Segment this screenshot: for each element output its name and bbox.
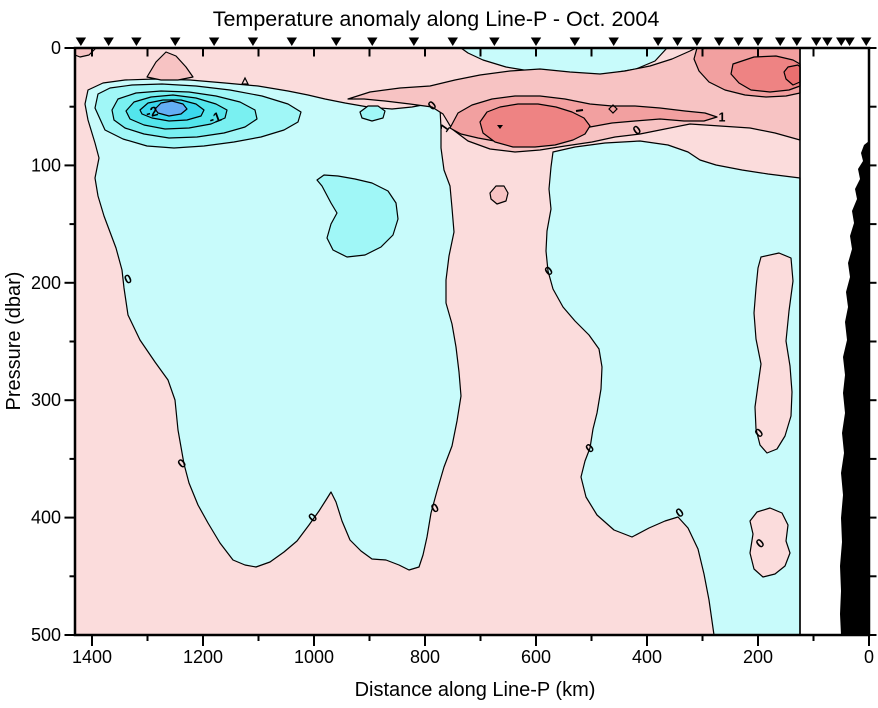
station-triangle xyxy=(608,37,619,46)
warm-blob-small xyxy=(489,185,509,205)
station-triangle xyxy=(489,37,500,46)
x-axis-title: Distance along Line-P (km) xyxy=(355,679,596,701)
station-triangle xyxy=(170,37,181,46)
y-tick-label: 300 xyxy=(31,390,61,410)
tiny-contour-mark xyxy=(575,109,584,112)
x-tick-label: 0 xyxy=(864,647,874,667)
x-tick-label: 1200 xyxy=(183,647,223,667)
y-axis-title: Pressure (dbar) xyxy=(3,272,25,411)
station-triangle xyxy=(822,37,833,46)
station-triangle xyxy=(652,37,664,46)
y-tick-label: 500 xyxy=(31,625,61,645)
warm-blob-island-deep xyxy=(749,507,791,578)
y-tick-label: 200 xyxy=(31,273,61,293)
nearshore-warm-max xyxy=(783,64,801,86)
station-triangle xyxy=(331,37,342,46)
eddy-core-minus25 xyxy=(154,100,188,117)
station-triangle xyxy=(208,37,220,46)
station-triangle xyxy=(844,37,855,46)
x-tick-label: 1400 xyxy=(72,647,112,667)
warm-core xyxy=(479,103,591,148)
station-triangle xyxy=(367,37,378,46)
station-triangle xyxy=(791,37,803,46)
station-triangle xyxy=(530,37,542,46)
x-tick-label: 400 xyxy=(632,647,662,667)
y-tick-label: 100 xyxy=(31,155,61,175)
station-triangle xyxy=(408,37,420,46)
station-triangle xyxy=(447,37,458,46)
x-tick-label: 800 xyxy=(410,647,440,667)
axes-ticks-and-labels: 0 200 400 600 800 1000 1200 1400 0 100 200 300 400 50… xyxy=(31,37,877,667)
cold-blob-small-surface xyxy=(359,105,386,122)
station-triangle xyxy=(247,37,259,46)
x-tick-label: 200 xyxy=(743,647,773,667)
y-tick-label: 400 xyxy=(31,508,61,528)
station-triangle xyxy=(286,37,297,46)
station-triangle xyxy=(131,37,142,46)
warm-finger-island xyxy=(753,252,794,454)
tiny-contour-mark xyxy=(497,125,503,129)
station-triangle xyxy=(811,37,822,46)
cold-region-right xyxy=(545,140,801,636)
x-tick-label: 600 xyxy=(521,647,551,667)
station-triangle xyxy=(75,37,87,46)
station-triangle xyxy=(672,37,683,46)
station-triangle xyxy=(775,37,786,46)
station-triangle xyxy=(733,37,744,46)
station-triangle xyxy=(569,37,581,46)
contour-label: -1 xyxy=(207,109,224,127)
contour-label: -2 xyxy=(144,103,159,121)
nearshore-warm-core xyxy=(730,55,801,93)
station-triangle xyxy=(103,37,114,46)
station-triangle xyxy=(861,37,872,46)
y-tick-label: 0 xyxy=(51,38,61,58)
x-tick-label: 1000 xyxy=(294,647,334,667)
surface-warm-blob xyxy=(146,51,194,81)
station-triangle xyxy=(836,37,847,46)
station-triangle xyxy=(752,37,764,46)
plot-title: Temperature anomaly along Line-P - Oct. … xyxy=(213,7,660,31)
bathymetry-wedge xyxy=(840,141,869,635)
contour-label: 1 xyxy=(718,110,725,124)
station-triangle xyxy=(691,37,703,46)
tiny-contour-mark xyxy=(608,104,618,114)
station-triangle xyxy=(713,37,725,46)
cold-blob-subsurface xyxy=(316,174,399,258)
tiny-contour-mark xyxy=(241,76,249,85)
